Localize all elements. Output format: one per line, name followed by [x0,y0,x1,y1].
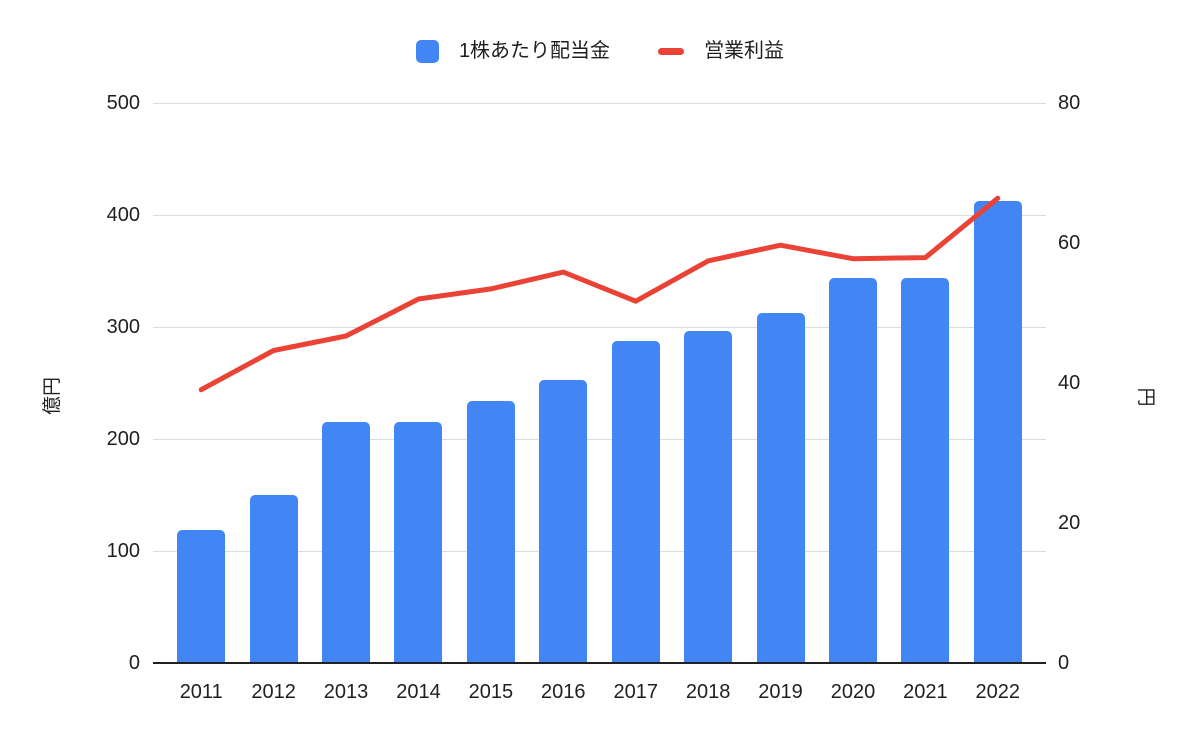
legend: 1株あたり配当金 営業利益 [0,38,1200,64]
x-axis-line [153,662,1046,664]
line-series-swatch [658,47,685,55]
bar-dividend-2013 [322,421,371,663]
left-axis-tick-label: 100 [106,540,140,562]
right-axis-tick-label: 0 [1058,652,1070,674]
x-axis-label-2018: 2018 [685,681,731,703]
right-axis-tick-label: 80 [1058,92,1081,114]
gridline [153,326,1046,328]
bar-dividend-2014 [394,421,443,663]
x-axis-label-2019: 2019 [758,681,803,703]
left-axis-tick-label: 400 [106,204,140,226]
bar-dividend-2019 [756,313,805,663]
legend-label-operating-profit: 営業利益 [704,40,785,62]
bar-dividend-2012 [249,495,298,663]
legend-item-dividend-per-share[interactable]: 1株あたり配当金 [415,38,611,64]
bar-dividend-2020 [828,278,877,663]
x-axis-label-2017: 2017 [613,681,658,703]
bar-dividend-2018 [684,330,733,663]
left-axis-tick-label: 300 [106,316,140,338]
operating-profit-polyline [198,195,1001,393]
bar-dividend-2017 [611,341,660,663]
bar-dividend-2016 [539,379,588,663]
bar-dividend-2022 [973,201,1022,663]
legend-item-operating-profit[interactable]: 営業利益 [658,38,784,64]
x-axis-label-2016: 2016 [541,681,586,703]
gridline [153,214,1046,216]
left-axis-tick-label: 200 [106,428,140,450]
x-axis-label-2021: 2021 [903,681,948,703]
x-axis-label-2020: 2020 [830,681,876,703]
legend-label-dividend-per-share: 1株あたり配当金 [458,40,611,62]
bar-series-swatch [415,39,439,63]
gridline [153,438,1046,440]
x-axis-label-2015: 2015 [468,681,514,703]
x-axis-label-2014: 2014 [396,681,441,703]
bar-dividend-2021 [901,278,950,663]
left-axis-tick-label: 500 [106,92,140,114]
bar-dividend-2015 [466,400,515,663]
x-axis-label-2013: 2013 [323,681,369,703]
gridline [153,102,1046,104]
left-axis-tick-label: 0 [128,652,140,674]
x-axis-label-2022: 2022 [975,681,1021,703]
x-axis-label-2011: 2011 [179,681,223,703]
right-axis-tick-label: 40 [1058,372,1081,394]
right-axis-tick-label: 20 [1058,512,1081,534]
right-axis-tick-label: 60 [1058,232,1081,254]
x-axis-label-2012: 2012 [251,681,296,703]
bar-dividend-2011 [177,530,226,663]
gridline [153,550,1046,552]
